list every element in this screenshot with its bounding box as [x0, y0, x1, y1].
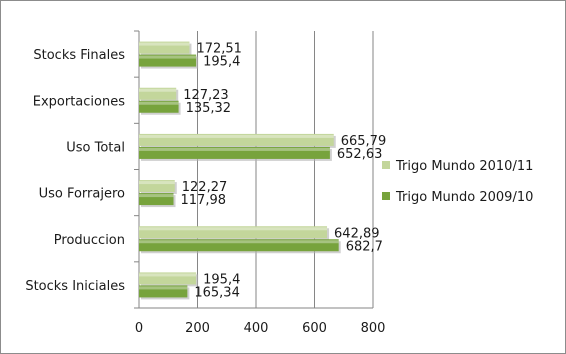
bar-highlight: [139, 181, 175, 185]
data-label: 682,7: [346, 239, 383, 254]
x-tick-label: 0: [135, 321, 143, 336]
x-tick-label: 800: [361, 321, 386, 336]
bar: [139, 285, 188, 298]
data-label: 642,89: [334, 226, 380, 241]
data-labels: 172,51195,4127,23135,32665,79652,63122,2…: [181, 42, 387, 301]
legend: Trigo Mundo 2010/11 Trigo Mundo 2009/10: [382, 159, 533, 205]
data-label: 665,79: [341, 134, 387, 149]
category-label: Exportaciones: [33, 94, 125, 109]
category-label: Stocks Finales: [33, 48, 125, 63]
bar: [139, 133, 334, 146]
bar-highlight: [139, 194, 174, 198]
bar-highlight: [139, 134, 334, 138]
x-tick-label: 200: [185, 321, 210, 336]
x-tick-label: 600: [302, 321, 327, 336]
data-label: 165,34: [194, 285, 240, 300]
bar: [139, 87, 177, 100]
bar-highlight: [139, 101, 179, 105]
data-label: 135,32: [186, 101, 232, 116]
bar-highlight: [139, 42, 190, 46]
category-label: Uso Total: [66, 140, 125, 155]
data-label: 652,63: [337, 147, 383, 162]
data-label: 195,4: [203, 55, 240, 70]
legend-label: Trigo Mundo 2010/11: [395, 159, 533, 174]
bar: [139, 146, 330, 159]
data-label: 172,51: [196, 42, 242, 57]
bar-highlight: [139, 88, 177, 92]
bar: [139, 100, 179, 113]
data-label: 195,4: [203, 272, 240, 287]
x-tick-label: 400: [244, 321, 269, 336]
bars: [139, 41, 341, 300]
bar-highlight: [139, 55, 197, 59]
tick-labels: 0 200 400 600 800: [135, 321, 386, 336]
bar: [139, 54, 197, 67]
bar: [139, 272, 197, 285]
bar: [139, 41, 190, 54]
data-label: 117,98: [181, 193, 227, 208]
legend-label: Trigo Mundo 2009/10: [395, 190, 533, 205]
bar: [139, 239, 339, 252]
category-label: Stocks Iniciales: [25, 279, 125, 294]
bar: [139, 180, 175, 193]
gridlines: [134, 30, 374, 309]
category-label: Uso Forrajero: [39, 187, 125, 202]
data-label: 127,23: [183, 88, 229, 103]
bar-highlight: [139, 240, 339, 244]
bar-highlight: [139, 227, 328, 231]
bar: [139, 193, 174, 206]
category-labels: Stocks Finales Exportaciones Uso Total Uso …: [25, 48, 125, 294]
bar-highlight: [139, 147, 330, 151]
legend-swatch: [382, 161, 390, 169]
bar: [139, 226, 328, 239]
data-label: 122,27: [182, 180, 228, 195]
bar-highlight: [139, 286, 188, 290]
legend-swatch: [382, 192, 390, 200]
bar-highlight: [139, 273, 197, 277]
category-label: Produccion: [54, 233, 125, 248]
